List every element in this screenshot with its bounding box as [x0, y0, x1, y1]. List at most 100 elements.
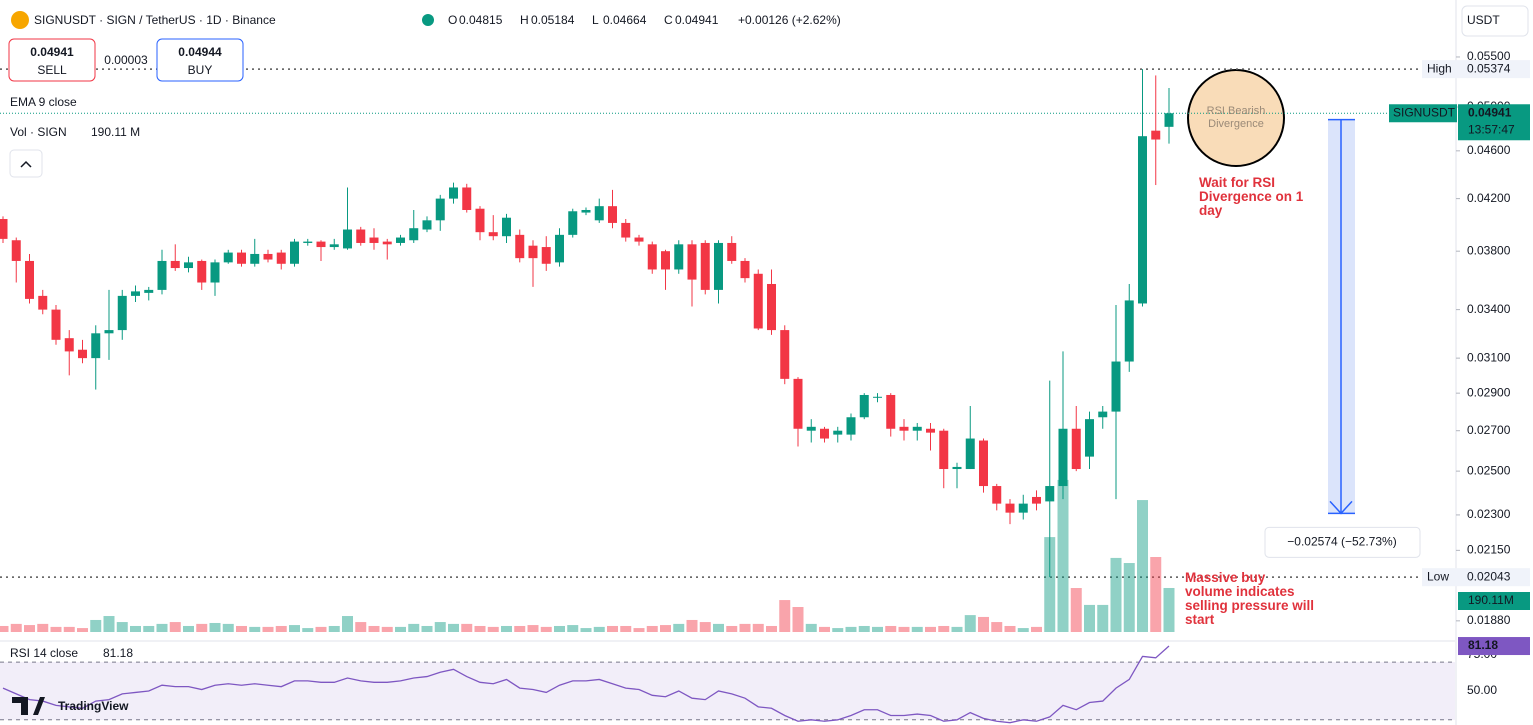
candle-body	[515, 234, 525, 259]
volume-bar	[421, 625, 433, 632]
volume-bar	[964, 615, 976, 632]
sell-button[interactable]	[8, 38, 96, 82]
volume-bar	[1070, 588, 1082, 632]
volume-bar	[766, 625, 777, 632]
candle-body	[700, 242, 710, 290]
vol-tag	[1458, 592, 1530, 610]
volume-bar	[302, 628, 314, 632]
candle-body	[979, 440, 988, 487]
volume-bar	[805, 623, 817, 632]
y-tick-label: 0.02900	[1467, 385, 1511, 399]
volume-bar	[328, 625, 340, 632]
candle-body	[939, 430, 949, 470]
y-tick-label: 0.02150	[1467, 543, 1511, 557]
y-tick-label: 0.04200	[1467, 191, 1511, 205]
volume-bar	[885, 625, 897, 632]
y-tick-label: 0.02300	[1467, 507, 1511, 521]
vol-tag-text: 190.11M	[1468, 593, 1514, 607]
candle-body	[992, 486, 1002, 504]
ticker-tag	[1389, 104, 1457, 123]
low-label: Low	[1427, 569, 1449, 583]
candle-body	[502, 217, 511, 237]
y-tick-label: 0.02700	[1467, 423, 1511, 437]
volume-bar	[858, 625, 870, 632]
currency-button[interactable]	[1461, 5, 1529, 37]
candle-body	[1164, 113, 1174, 127]
volume-bar	[1017, 628, 1029, 632]
volume-bar	[342, 616, 353, 632]
volume-bar	[739, 623, 751, 632]
candle-body	[820, 428, 829, 439]
arrow-head	[1329, 500, 1353, 515]
candle-body	[621, 222, 631, 238]
candle-body	[11, 240, 21, 261]
symbol: SIGNUSDT · SIGN / TetherUS · 1D · Binanc…	[34, 13, 276, 27]
candle-body	[926, 428, 935, 433]
volume-bar	[673, 623, 685, 632]
volume-bar	[872, 626, 883, 632]
volume-bar	[1031, 626, 1042, 632]
volume-bar	[1057, 479, 1069, 632]
candle-body	[714, 242, 723, 290]
volume-bar	[580, 628, 592, 632]
buy-button[interactable]	[156, 38, 244, 82]
candle-body	[873, 396, 882, 398]
candle-body	[197, 260, 207, 283]
candle-body	[329, 244, 339, 248]
volume-bar	[951, 626, 963, 632]
candle-body	[1032, 496, 1041, 504]
candle-body	[833, 430, 843, 435]
candle-body	[356, 229, 366, 243]
candle-body	[51, 309, 61, 340]
candle-body	[899, 426, 909, 431]
volume-bar	[381, 626, 393, 632]
candle-body	[131, 291, 140, 296]
ohlc-key: H	[520, 13, 529, 27]
candle-body	[1018, 503, 1028, 513]
volume-bar	[249, 626, 261, 632]
candle-body	[886, 394, 896, 429]
volume-bar	[633, 628, 645, 632]
candle-body	[64, 338, 74, 352]
candle-body	[727, 242, 737, 261]
tag-bg	[1422, 60, 1458, 79]
candle-body	[1045, 486, 1055, 502]
candle-body	[687, 244, 697, 280]
volume-bar	[77, 628, 88, 632]
y-tick-label: 0.03100	[1467, 350, 1511, 364]
candle-body	[528, 245, 538, 259]
ohlc-value: 0.05184	[531, 13, 575, 27]
volume-bar	[1044, 537, 1056, 632]
candle-body	[568, 211, 578, 235]
ohlc-key: O	[448, 13, 457, 27]
candle-body	[422, 220, 432, 230]
volume-bar	[103, 616, 115, 632]
candle-body	[104, 330, 114, 334]
rsi-band-fill	[0, 662, 1455, 720]
candle-body	[369, 237, 379, 243]
volume-bar	[183, 625, 194, 632]
candle-body	[0, 219, 8, 239]
volume-bar	[1004, 625, 1016, 632]
volume-bar	[0, 625, 9, 632]
tag-bg	[1422, 568, 1458, 587]
volume-bar	[156, 623, 168, 632]
candle-body	[780, 330, 790, 379]
ticker-tag-text: SIGNUSDT	[1393, 105, 1456, 119]
y-tick-label: 0.02500	[1467, 463, 1511, 477]
ohlc-key: L	[592, 13, 599, 27]
candle-body	[38, 295, 48, 310]
volume-bar	[607, 625, 618, 632]
volume-bar	[395, 626, 406, 632]
candle-body	[806, 426, 816, 431]
y-tick-label: 0.03800	[1467, 243, 1511, 257]
rsi-tick-label: 50.00	[1467, 683, 1497, 697]
volume-bar	[448, 623, 459, 632]
vol-value: 190.11 M	[91, 125, 140, 139]
collapse-button[interactable]	[9, 149, 43, 178]
y-tick-label: 0.04600	[1467, 143, 1511, 157]
volume-bar	[501, 625, 512, 632]
price-tag	[1458, 104, 1530, 141]
volume-bar	[713, 623, 724, 632]
volume-bar	[1163, 587, 1175, 632]
